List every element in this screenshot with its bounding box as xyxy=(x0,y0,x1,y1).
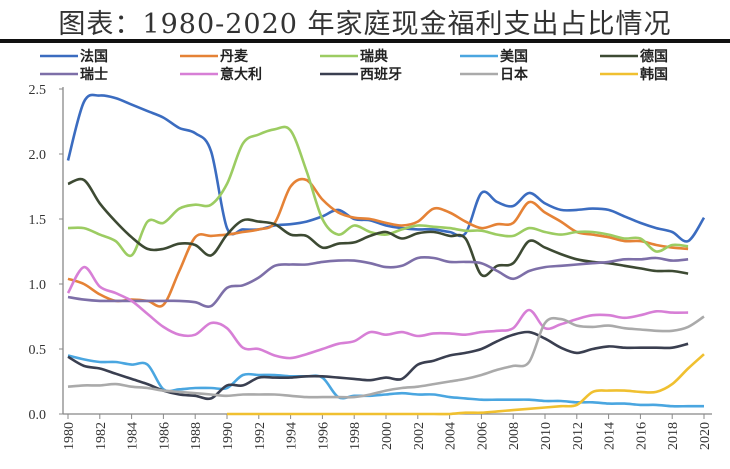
y-tick-label: 0.5 xyxy=(29,343,47,358)
x-tick-label: 1996 xyxy=(316,422,331,450)
x-tick-label: 2008 xyxy=(507,422,522,450)
x-tick-label: 1984 xyxy=(126,422,141,450)
legend-label: 法国 xyxy=(80,48,108,65)
series-line-9 xyxy=(67,315,705,399)
legend-label: 瑞士 xyxy=(80,66,108,83)
x-tick-label: 2000 xyxy=(380,422,395,450)
legend-label: 德国 xyxy=(640,48,668,65)
legend-label: 丹麦 xyxy=(220,48,249,65)
series-line-3 xyxy=(67,125,689,258)
series-line-1 xyxy=(66,93,706,243)
legend-label: 韩国 xyxy=(640,66,668,83)
series-line-10 xyxy=(226,353,705,416)
series-line-5 xyxy=(67,177,689,278)
y-tick-label: 2.0 xyxy=(29,148,47,163)
x-tick-label: 1986 xyxy=(157,422,172,450)
x-tick-label: 2016 xyxy=(634,422,649,450)
x-tick-label: 2020 xyxy=(698,422,713,450)
series-line-6 xyxy=(67,255,689,308)
series-line-4 xyxy=(67,354,704,408)
x-tick-label: 1998 xyxy=(348,422,363,450)
series-line-7 xyxy=(66,265,689,360)
y-tick-label: 1.5 xyxy=(29,213,47,228)
y-tick-label: 0.0 xyxy=(29,408,47,423)
x-tick-label: 1994 xyxy=(285,422,300,450)
legend-label: 西班牙 xyxy=(360,66,402,83)
legend-label: 美国 xyxy=(500,48,528,65)
legend-label: 瑞典 xyxy=(360,48,388,65)
x-tick-label: 2018 xyxy=(666,422,681,450)
x-tick-label: 1982 xyxy=(94,422,109,450)
x-tick-label: 2004 xyxy=(444,422,459,450)
y-tick-label: 1.0 xyxy=(29,278,47,293)
series-line-2 xyxy=(67,177,689,308)
y-tick-label: 2.5 xyxy=(29,83,47,98)
x-tick-label: 2014 xyxy=(603,422,618,450)
x-tick-label: 1992 xyxy=(253,422,268,450)
legend-label: 日本 xyxy=(500,66,529,83)
x-tick-label: 2012 xyxy=(571,422,586,450)
chart-title: 图表：1980-2020 年家庭现金福利支出占比情况 xyxy=(58,9,672,40)
series-line-8 xyxy=(67,330,689,401)
x-tick-label: 1980 xyxy=(62,422,77,450)
x-tick-label: 1988 xyxy=(189,422,204,450)
x-tick-label: 1990 xyxy=(221,422,236,450)
legend-label: 意大利 xyxy=(220,66,262,83)
x-tick-label: 2010 xyxy=(539,422,554,450)
title-divider xyxy=(0,39,730,43)
x-tick-label: 2002 xyxy=(412,422,427,450)
x-tick-label: 2006 xyxy=(475,422,490,450)
